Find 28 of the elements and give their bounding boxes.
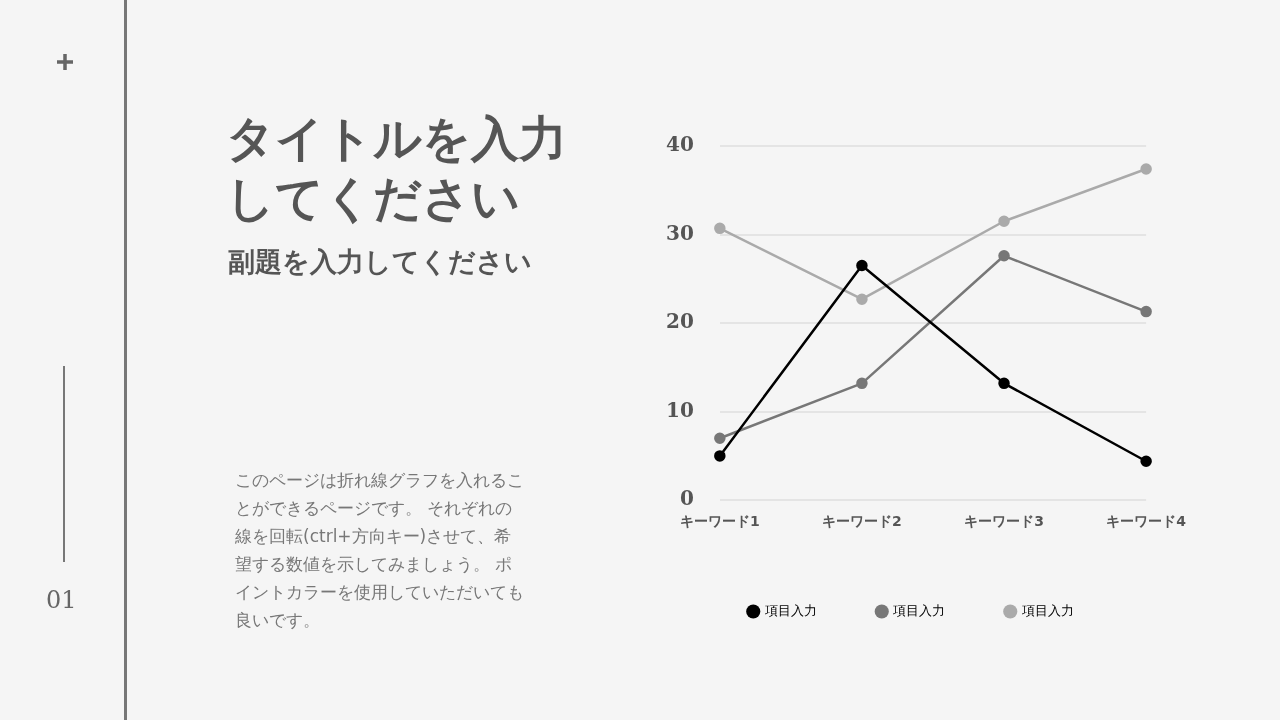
text: 01 xyxy=(46,586,77,614)
text: このページは折れ線グラフを入れることができるページです。 それぞれの線を回転(ctrl+方向キー)させて、希望する数値を示してみましょう。 ポイントカラーを使用していただいても良いです。 xyxy=(235,469,525,632)
x-tick-label: キーワード3 xyxy=(964,513,1044,530)
point xyxy=(714,450,726,462)
legend-label: 項目入力 xyxy=(1020,602,1074,618)
legend-label: 項目入力 xyxy=(892,602,946,618)
point xyxy=(1140,163,1152,175)
x-tick-label: キーワード2 xyxy=(822,513,902,530)
y-tick-label: 40 xyxy=(665,132,694,157)
point xyxy=(998,377,1010,390)
point xyxy=(998,250,1010,262)
point xyxy=(714,222,726,235)
y-tick-label: 20 xyxy=(665,309,694,334)
text: 副題を入力してください xyxy=(228,245,532,279)
legend-label: 項目入力 xyxy=(763,602,817,618)
point xyxy=(1140,305,1152,318)
point xyxy=(856,377,868,390)
point xyxy=(998,215,1010,228)
point xyxy=(856,259,868,272)
y-tick-label: 30 xyxy=(665,220,694,245)
x-tick-label: キーワード1 xyxy=(679,513,760,530)
x-tick-label: キーワード4 xyxy=(1106,513,1187,530)
point xyxy=(856,293,868,305)
chart-title: タイトルを入力してください xyxy=(226,109,568,228)
point xyxy=(1140,455,1152,467)
y-tick-label: 10 xyxy=(665,397,694,422)
point xyxy=(714,432,726,444)
y-tick-label: 0 xyxy=(679,486,694,511)
